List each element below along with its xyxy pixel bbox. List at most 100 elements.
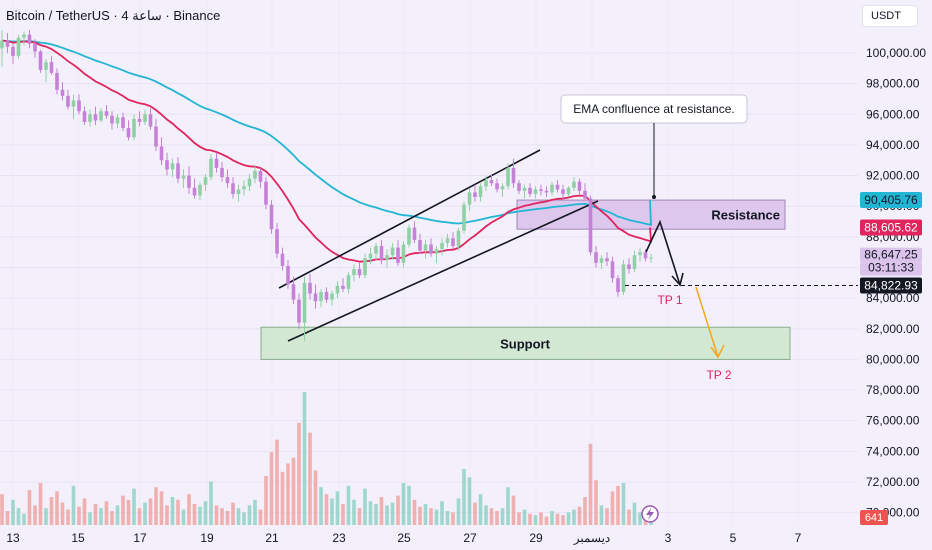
volume-bar	[115, 505, 120, 525]
volume-bar	[451, 512, 455, 525]
candle-body	[583, 190, 587, 199]
candle	[88, 109, 92, 127]
candle-body	[22, 34, 26, 38]
candle-body	[418, 239, 422, 251]
countdown-text: 03:11:33	[868, 261, 914, 275]
volume-bar	[71, 485, 76, 525]
candle	[352, 264, 356, 282]
candle-body	[181, 175, 186, 179]
candle-body	[71, 100, 76, 107]
candle	[22, 31, 26, 46]
candle	[368, 247, 373, 265]
candle	[583, 183, 587, 201]
volume-bar	[22, 513, 26, 525]
volume-bar	[38, 483, 43, 525]
candle-body	[434, 249, 439, 254]
candle-body	[247, 178, 252, 187]
candle	[379, 239, 384, 265]
candle	[137, 111, 142, 127]
volume-bar	[522, 509, 527, 525]
symbol-title[interactable]: Bitcoin / TetherUS · 4 ساعة · Binance	[6, 8, 221, 23]
volume-bar	[269, 452, 274, 525]
volume-bar	[621, 483, 626, 525]
candle	[539, 184, 543, 196]
volume-bar	[467, 477, 472, 525]
volume-bar	[528, 513, 532, 525]
last-price-tag: 86,647.25	[860, 248, 922, 263]
volume-bar	[203, 501, 208, 525]
volume-bar	[583, 497, 587, 525]
candle-body	[280, 253, 285, 266]
candle	[572, 177, 576, 191]
ema-lines	[1, 39, 652, 263]
candle-body	[357, 269, 362, 276]
volume-bar	[506, 487, 510, 525]
volume-bar	[302, 392, 307, 525]
time-tick-label: 25	[397, 531, 411, 545]
callout-text: EMA confluence at resistance.	[573, 102, 734, 116]
candle	[269, 200, 274, 234]
candle	[11, 43, 15, 64]
candle-body	[302, 282, 307, 323]
volume-bar	[110, 511, 114, 525]
volume-bar	[390, 502, 395, 525]
volume-bar	[610, 491, 615, 525]
candle-body	[484, 180, 488, 187]
candle	[555, 180, 560, 193]
candle-body	[374, 246, 378, 254]
time-tick-label: 19	[200, 531, 214, 545]
volume-bar	[214, 505, 219, 525]
volume-bar	[104, 501, 109, 525]
volume-bar	[286, 463, 290, 525]
candle	[192, 178, 197, 199]
price-tick-label: 74,000.00	[866, 444, 920, 458]
volume-bar	[352, 499, 356, 525]
price-tick-label: 94,000.00	[866, 138, 920, 152]
candle	[0, 30, 4, 67]
candle	[473, 184, 477, 202]
candle-body	[176, 163, 180, 179]
candle	[610, 256, 615, 283]
volume-bar	[374, 504, 378, 525]
candle-body	[335, 285, 340, 294]
candle-body	[500, 186, 505, 190]
currency-button[interactable]: USDT	[862, 5, 918, 27]
volume-bar	[346, 485, 351, 525]
volume-bar	[154, 487, 158, 525]
time-tick-label: 15	[71, 531, 85, 545]
time-tick-label: 3	[665, 531, 672, 545]
candle	[522, 184, 527, 199]
candle-body	[165, 160, 169, 170]
candle-body	[528, 187, 532, 194]
path-arrowhead	[671, 272, 684, 287]
candle-body	[264, 181, 268, 205]
volume-bar	[33, 505, 37, 525]
volume-bar	[88, 512, 92, 525]
candle	[407, 224, 411, 248]
candle-body	[55, 72, 59, 90]
volume-bar	[577, 506, 582, 525]
candle-body	[275, 229, 279, 254]
candle-body	[143, 114, 147, 122]
candle	[297, 293, 301, 329]
time-tick-label: 13	[6, 531, 20, 545]
last-price-bg	[860, 247, 922, 263]
tp1-level-bg	[860, 277, 922, 294]
candle	[363, 253, 367, 279]
candle	[253, 164, 257, 184]
candle-body	[148, 114, 153, 127]
time-axis[interactable]: 13 15 17 19 21 23 25 27 29 ديسمبر 3 5 7	[6, 531, 801, 545]
candle-body	[236, 189, 241, 194]
candle-body	[363, 258, 367, 276]
volume-bar	[198, 506, 202, 525]
candle	[225, 169, 230, 188]
volume-bar	[555, 513, 560, 525]
volume-bar	[357, 508, 362, 525]
candle-body	[396, 247, 400, 263]
candle-body	[297, 299, 301, 323]
volume-bar	[176, 499, 180, 525]
volume-bar	[489, 508, 494, 525]
candle-body	[544, 190, 549, 193]
